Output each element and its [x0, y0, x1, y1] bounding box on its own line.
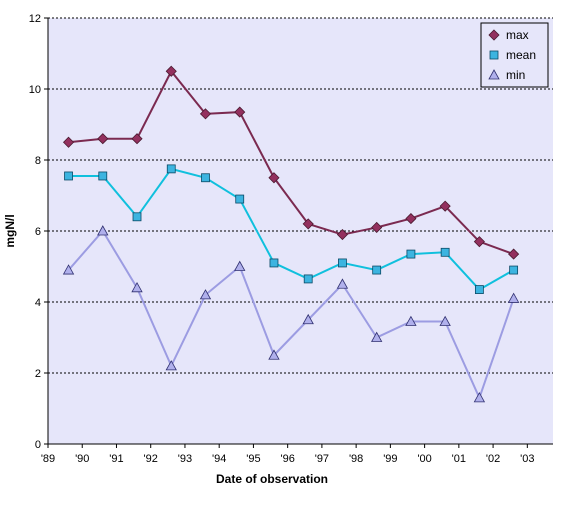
x-tick-label: '90 [75, 453, 89, 465]
y-tick-label: 12 [29, 13, 41, 25]
legend-entry-max: max [488, 28, 529, 42]
x-tick-label: '92 [144, 453, 158, 465]
data-point-min [268, 349, 280, 360]
legend-entry-min: min [488, 68, 525, 82]
data-point-mean [474, 285, 484, 294]
x-axis-title: Date of observation [216, 472, 328, 486]
x-tick-label: '03 [520, 453, 534, 465]
data-point-max [302, 218, 314, 230]
data-point-min [97, 225, 109, 236]
x-tick-label: '98 [349, 453, 363, 465]
legend: max mean min [480, 22, 549, 88]
data-point-min [302, 313, 314, 325]
legend-marker-min [488, 69, 500, 80]
y-tick-label: 6 [35, 226, 41, 238]
data-point-min [165, 360, 177, 371]
y-tick-label: 4 [35, 297, 41, 309]
data-point-mean [201, 173, 210, 183]
data-point-max [165, 65, 177, 77]
gridlines [48, 17, 553, 374]
data-point-min [405, 315, 417, 326]
data-point-max [508, 248, 520, 260]
data-point-max [131, 133, 143, 145]
x-axis-ticks: '89 '90 '91 '92 '93 '94 '95 '96 '97 '98 '99 '00 '01 '… [41, 444, 534, 465]
series-line-max [68, 69, 514, 256]
data-point-min [234, 260, 246, 271]
x-tick-label: '91 [109, 453, 123, 465]
y-axis-title: mgN/l [3, 214, 17, 247]
x-tick-label: '93 [178, 453, 192, 465]
data-point-mean [338, 258, 347, 268]
data-point-mean [166, 164, 176, 174]
data-point-max [439, 200, 451, 212]
data-point-min [131, 281, 143, 293]
data-point-mean [372, 265, 382, 275]
series-mean [64, 164, 519, 294]
legend-entry-mean: mean [489, 48, 536, 62]
x-tick-label: '97 [315, 453, 329, 465]
y-tick-label: 10 [29, 84, 41, 96]
data-point-min [199, 289, 212, 300]
x-tick-label: '94 [212, 453, 226, 465]
legend-label-max: max [506, 28, 529, 42]
x-tick-label: '95 [246, 453, 260, 465]
y-tick-label: 2 [35, 368, 41, 380]
x-tick-label: '89 [41, 453, 55, 465]
data-point-min [507, 292, 520, 303]
data-point-max [97, 133, 109, 145]
x-tick-label: '99 [383, 453, 397, 465]
data-point-max [405, 213, 417, 225]
data-point-mean [64, 171, 73, 181]
legend-label-min: min [506, 68, 525, 82]
data-point-mean [440, 247, 450, 257]
data-point-mean [303, 274, 313, 284]
data-point-max [62, 136, 75, 148]
x-tick-label: '01 [452, 453, 466, 465]
series-layer [62, 65, 520, 403]
series-min [62, 225, 520, 403]
data-point-mean [406, 249, 416, 259]
series-line-mean [68, 167, 515, 291]
y-tick-label: 8 [35, 155, 41, 167]
y-tick-label: 0 [35, 439, 41, 451]
legend-label-mean: mean [506, 48, 536, 62]
legend-marker-max [488, 29, 500, 41]
series-max [62, 65, 520, 260]
data-point-max [336, 228, 349, 241]
data-point-max [199, 108, 212, 120]
x-tick-label: '00 [417, 453, 431, 465]
data-point-mean [509, 265, 519, 275]
series-line-min [67, 229, 515, 401]
data-point-max [371, 221, 383, 234]
data-point-mean [98, 171, 108, 181]
data-point-min [62, 264, 75, 275]
legend-marker-mean [489, 50, 499, 60]
data-point-max [234, 106, 246, 118]
y-axis-ticks: 0 2 4 6 8 10 12 [29, 13, 48, 451]
data-point-mean [235, 194, 245, 204]
data-point-max [268, 172, 280, 184]
data-point-min [439, 315, 451, 326]
data-point-min [473, 392, 486, 403]
x-tick-label: '02 [486, 453, 500, 465]
data-point-mean [132, 212, 142, 222]
data-point-max [473, 236, 485, 248]
data-point-min [370, 331, 383, 342]
data-point-min [336, 278, 349, 289]
x-tick-label: '96 [280, 453, 294, 465]
data-point-mean [269, 258, 279, 268]
